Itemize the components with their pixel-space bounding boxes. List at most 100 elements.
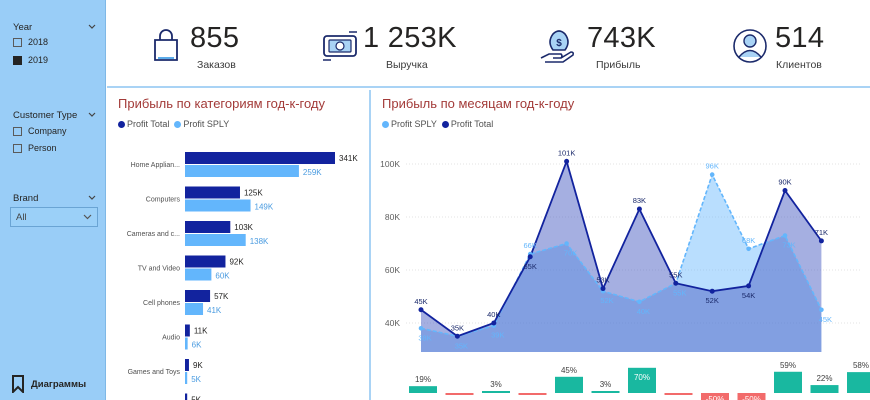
data-label-profit-sply: 73K xyxy=(782,241,795,250)
bar-profit-total xyxy=(185,152,335,164)
brand-slicer-title: Brand xyxy=(13,193,39,204)
charts-nav-link[interactable]: Диаграммы xyxy=(11,375,86,393)
change-label: -50% xyxy=(742,395,761,400)
change-bar xyxy=(701,393,729,400)
bar-label-profit-sply: 60K xyxy=(215,272,230,281)
bar-profit-sply xyxy=(185,199,251,212)
chevron-down-icon[interactable] xyxy=(88,195,96,201)
year-2018-checkbox[interactable] xyxy=(13,37,22,47)
category-label: Audio xyxy=(162,335,180,342)
bar-profit-total xyxy=(185,393,188,400)
shopping-bag-icon xyxy=(154,29,178,61)
chevron-down-icon[interactable] xyxy=(88,112,96,118)
data-label-profit-total: 45K xyxy=(414,297,427,306)
legend-item-profit-total[interactable]: Profit Total xyxy=(118,119,169,129)
year-option-2019[interactable]: 2019 xyxy=(13,53,48,67)
data-label-profit-sply: 68K xyxy=(742,236,755,245)
data-label-profit-total: 83K xyxy=(633,196,646,205)
area-profit-total xyxy=(421,161,822,352)
legend-item-profit-sply[interactable]: Profit SPLY xyxy=(382,119,437,129)
change-label: 59% xyxy=(780,361,796,370)
brand-dropdown[interactable]: All xyxy=(10,207,98,227)
change-label: 45% xyxy=(561,366,577,375)
point-profit-sply xyxy=(418,326,424,331)
kpi-profit-label: Прибыль xyxy=(596,59,641,71)
point-profit-total xyxy=(491,320,497,326)
year-2019-checkbox[interactable] xyxy=(13,55,22,65)
kpi-profit: $ 743K Прибыль xyxy=(539,12,709,78)
data-label-profit-sply: 96K xyxy=(706,162,719,171)
point-profit-total xyxy=(746,283,752,289)
bar-profit-sply xyxy=(185,372,188,384)
bar-profit-sply xyxy=(185,303,204,315)
bar-label-profit-total: 57K xyxy=(214,292,229,301)
kpi-revenue-label: Выручка xyxy=(386,59,428,71)
data-label-profit-sply: 35K xyxy=(455,341,468,350)
bar-label-profit-sply: 138K xyxy=(250,237,269,246)
change-bar xyxy=(482,391,510,393)
svg-text:$: $ xyxy=(556,38,562,49)
bar-label-profit-total: 9K xyxy=(193,361,203,370)
legend-item-profit-total[interactable]: Profit Total xyxy=(441,119,493,129)
data-label-profit-total: 53K xyxy=(596,276,609,285)
point-profit-sply xyxy=(709,172,715,177)
legend-label: Profit SPLY xyxy=(183,119,230,129)
bar-label-profit-total: 103K xyxy=(234,223,253,232)
bar-label-profit-sply: 5K xyxy=(191,375,201,384)
change-bar xyxy=(409,386,437,393)
point-profit-total xyxy=(564,158,570,164)
data-label-profit-total: 71K xyxy=(815,228,828,237)
data-label-profit-sply: 45K xyxy=(819,315,832,324)
y-tick-label: 60K xyxy=(385,265,400,275)
bar-profit-sply xyxy=(185,234,246,246)
bar-label-profit-sply: 259K xyxy=(303,168,322,177)
bar-label-profit-sply: 6K xyxy=(192,341,202,350)
kpi-customers-label: Клиентов xyxy=(776,59,822,71)
user-icon xyxy=(733,29,767,63)
customer-type-option-person[interactable]: Person xyxy=(13,141,57,155)
category-chart-title: Прибыль по категориям год-к-году xyxy=(118,96,326,111)
person-checkbox[interactable] xyxy=(13,143,22,153)
data-label-profit-total: 35K xyxy=(451,323,464,332)
bar-profit-total xyxy=(185,290,211,302)
bar-label-profit-total: 11K xyxy=(194,327,208,336)
bar-profit-sply xyxy=(185,337,188,350)
company-checkbox[interactable] xyxy=(13,126,22,136)
category-chart-legend: Profit Total Profit SPLY xyxy=(118,119,229,129)
charts-nav-label: Диаграммы xyxy=(31,378,87,390)
change-bar xyxy=(555,376,583,393)
change-bar xyxy=(737,393,766,400)
bar-profit-sply xyxy=(185,165,299,177)
kpi-orders-label: Заказов xyxy=(197,59,236,71)
bar-label-profit-total: 125K xyxy=(244,189,263,198)
bar-profit-total xyxy=(185,186,240,199)
point-profit-sply xyxy=(782,233,788,238)
y-tick-label: 40K xyxy=(385,318,400,328)
kpi-profit-value: 743K xyxy=(587,22,656,54)
data-label-profit-sply: 70K xyxy=(564,249,577,258)
legend-label: Profit SPLY xyxy=(391,119,437,129)
data-label-profit-sply: 66K xyxy=(524,241,537,250)
line-profit-sply xyxy=(420,172,823,338)
legend-label: Profit Total xyxy=(127,119,170,129)
year-option-2018[interactable]: 2018 xyxy=(13,35,48,49)
year-option-label: 2018 xyxy=(28,37,49,47)
kpi-revenue-value: 1 253K xyxy=(363,22,457,54)
chevron-down-icon[interactable] xyxy=(88,24,96,30)
bar-label-profit-total: 341K xyxy=(339,154,358,163)
kpi-customers: 514 Клиентов xyxy=(731,12,870,78)
kpi-band: 855 Заказов 1 253K Выручка $ 743K Прибыл… xyxy=(107,0,870,88)
line-profit-total xyxy=(420,158,823,338)
point-profit-total xyxy=(600,286,606,292)
category-label: TV and Video xyxy=(138,266,180,273)
data-label-profit-sply: 40K xyxy=(637,307,650,316)
bar-label-profit-sply: 149K xyxy=(255,203,274,212)
bar-label-profit-total: 92K xyxy=(229,258,244,267)
cash-icon xyxy=(323,31,357,61)
customer-type-option-company[interactable]: Company xyxy=(13,124,67,138)
change-bar xyxy=(847,372,870,393)
legend-item-profit-sply[interactable]: Profit SPLY xyxy=(174,119,229,129)
data-label-profit-total: 40K xyxy=(487,310,500,319)
change-label: 70% xyxy=(634,373,650,382)
data-label-profit-sply: 39K xyxy=(491,331,504,340)
